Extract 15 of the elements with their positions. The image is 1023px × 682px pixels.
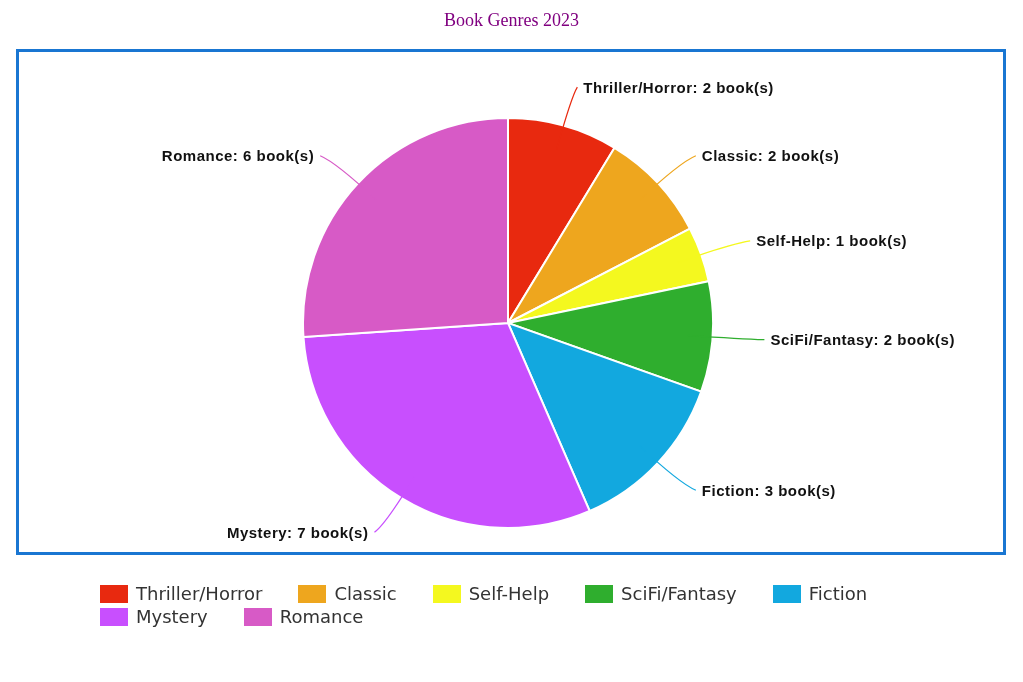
legend-label: Thriller/Horror <box>136 583 263 604</box>
legend-label: Mystery <box>136 606 208 627</box>
data-label: Classic: 2 book(s) <box>701 147 840 165</box>
legend-label: Classic <box>334 583 397 604</box>
data-label: Romance: 6 book(s) <box>161 147 315 165</box>
chart-title: Book Genres 2023 <box>443 10 580 31</box>
legend-label: SciFi/Fantasy <box>621 583 737 604</box>
data-label: Mystery: 7 book(s) <box>226 523 369 541</box>
data-label: SciFi/Fantasy: 2 book(s) <box>770 331 955 349</box>
legend-label: Self-Help <box>468 583 550 604</box>
data-label: Fiction: 3 book(s) <box>701 481 836 499</box>
legend-label: Fiction <box>808 583 868 604</box>
data-label: Self-Help: 1 book(s) <box>756 232 908 250</box>
data-label: Thriller/Horror: 2 book(s) <box>583 78 774 96</box>
legend-label: Romance <box>279 606 364 627</box>
